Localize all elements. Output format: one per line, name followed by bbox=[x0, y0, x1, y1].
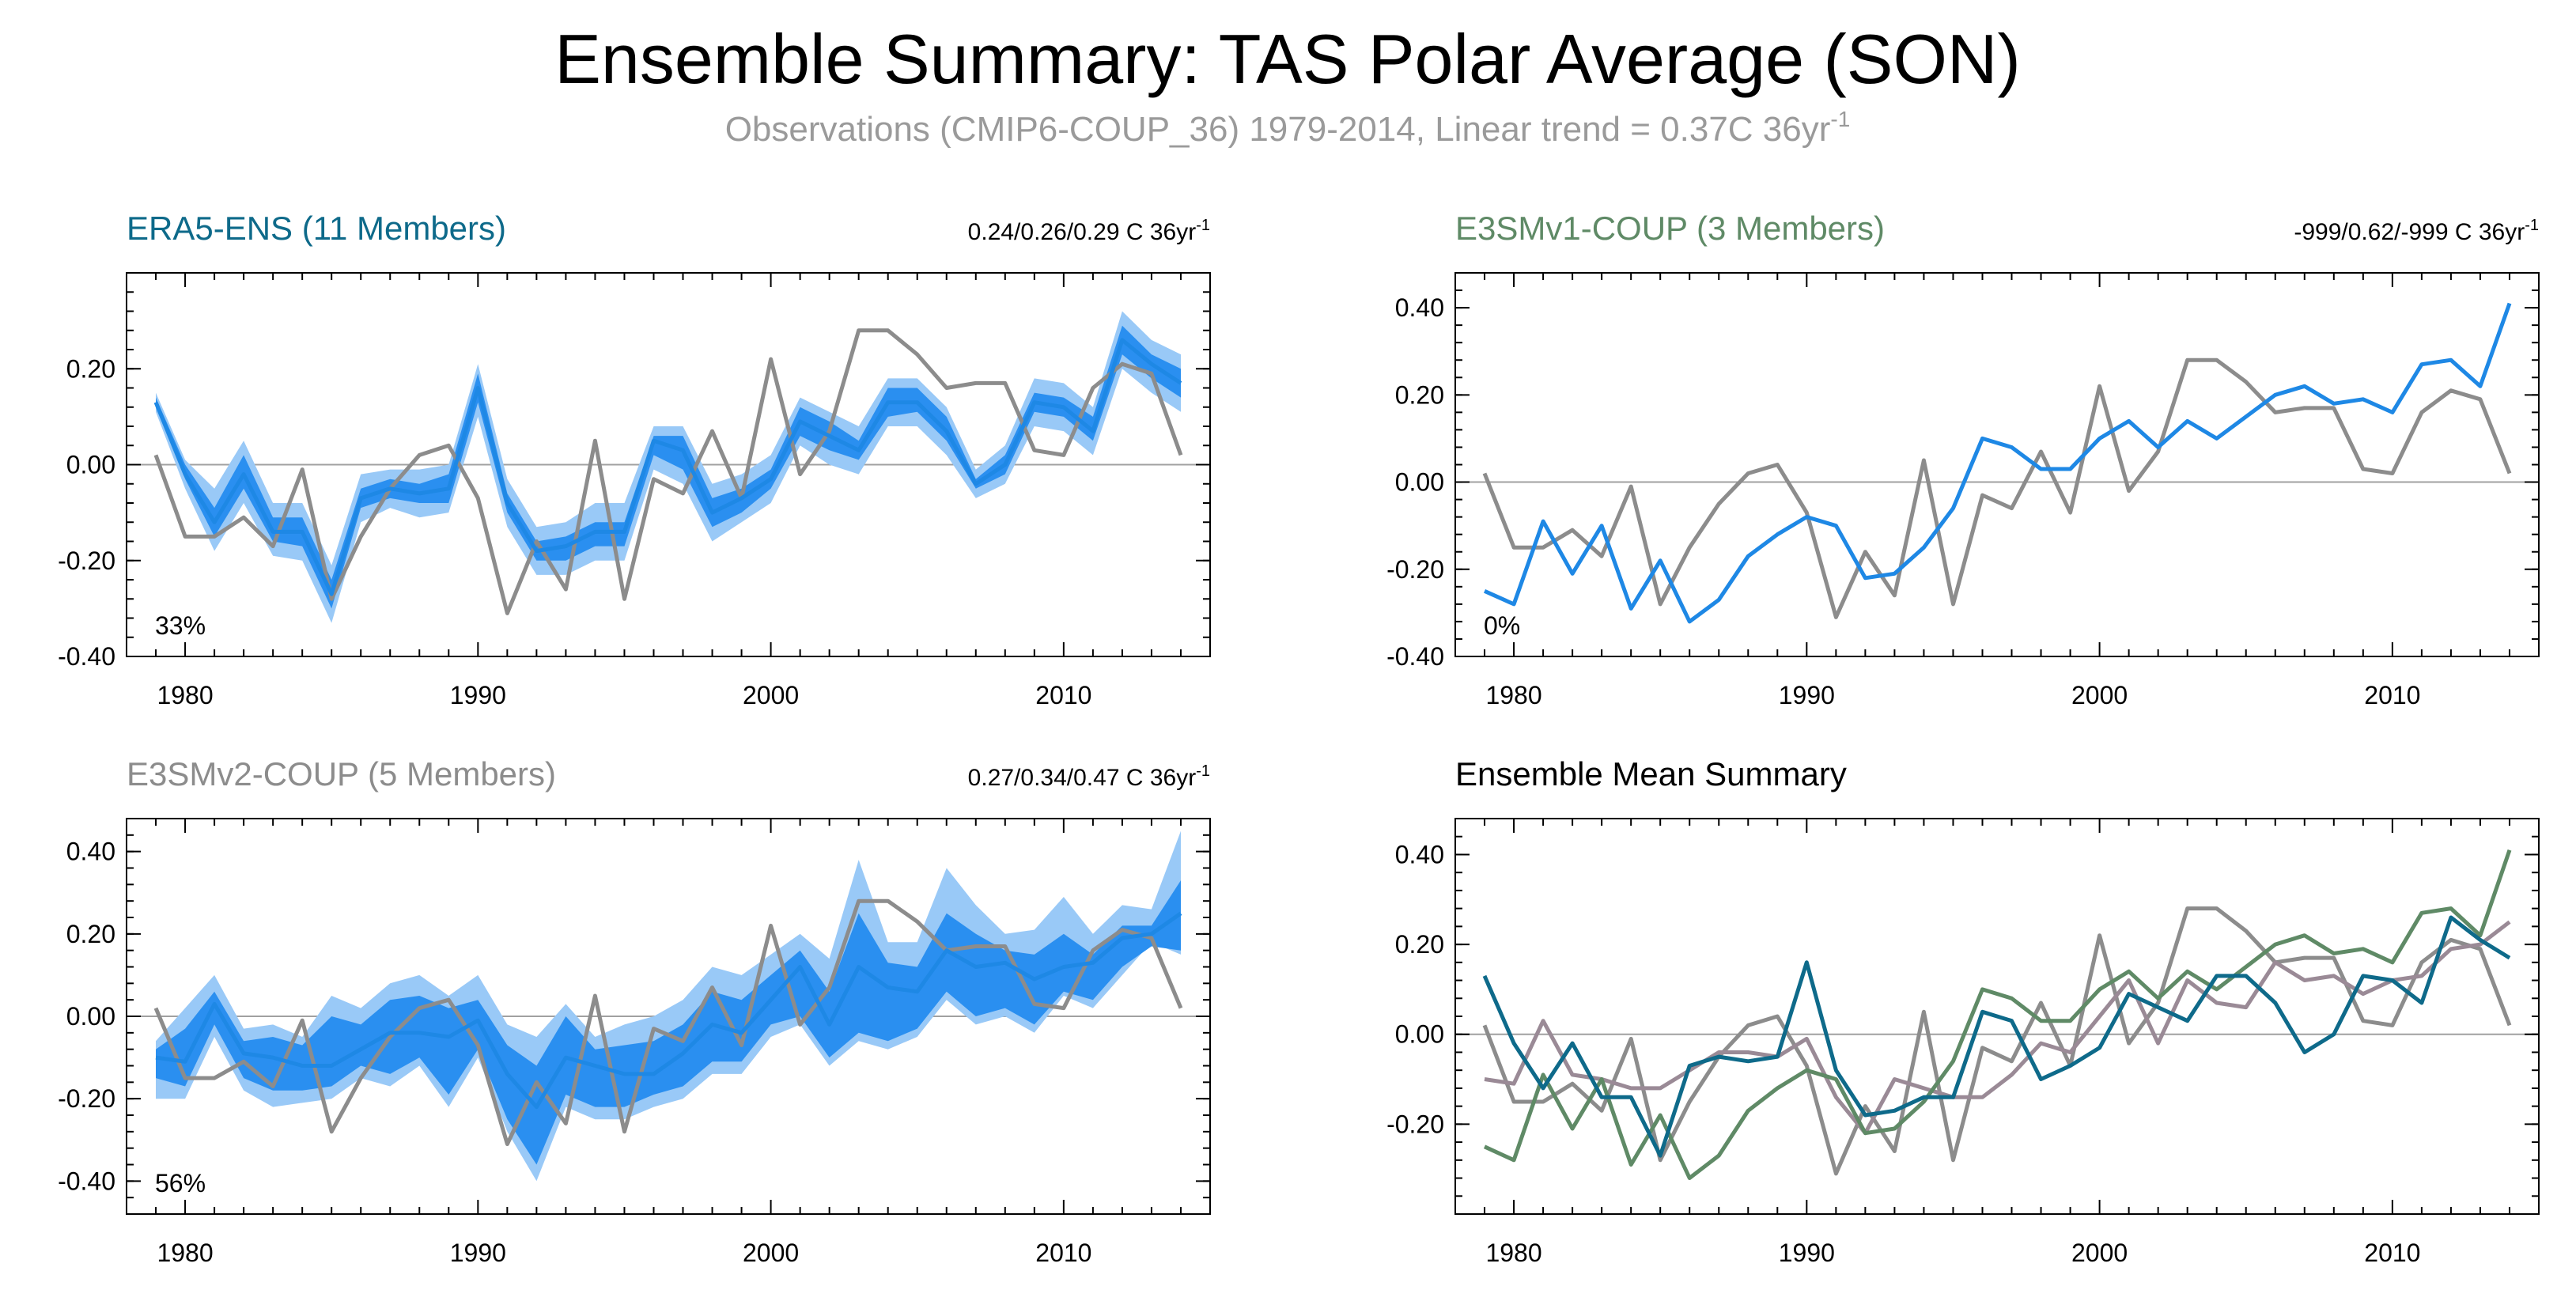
panel-title-summary: Ensemble Mean Summary bbox=[1455, 755, 1847, 792]
series-line-obs bbox=[1482, 906, 2512, 1176]
x-tick-label: 1980 bbox=[1485, 1239, 1541, 1267]
x-tick-label: 2010 bbox=[1035, 681, 1091, 709]
trend-text-e3smv2: 0.27/0.34/0.47 C 36yr-1 bbox=[968, 762, 1210, 791]
y-tick-label: -0.20 bbox=[1386, 1110, 1444, 1138]
y-tick-label: -0.20 bbox=[58, 1084, 115, 1113]
y-tick-label: 0.40 bbox=[1395, 293, 1444, 322]
figure-subtitle-sup: -1 bbox=[1830, 107, 1850, 131]
y-tick-label: 0.20 bbox=[66, 354, 115, 383]
spread-band-outer bbox=[156, 311, 1181, 623]
spread-band-inner bbox=[156, 325, 1181, 609]
y-tick-label: -0.40 bbox=[58, 642, 115, 671]
y-tick-label: 0.20 bbox=[1395, 930, 1444, 959]
y-tick-label: 0.40 bbox=[1395, 840, 1444, 868]
x-tick-label: 1980 bbox=[1485, 681, 1541, 709]
percent-annotation: 33% bbox=[155, 611, 206, 640]
ensemble-mean-line bbox=[1483, 302, 2512, 624]
figure-subtitle: Observations (CMIP6-COUP_36) 1979-2014, … bbox=[725, 107, 1851, 149]
x-tick-label: 2000 bbox=[2071, 1239, 2128, 1267]
trend-value: 0.24/0.26/0.29 C 36yr bbox=[968, 219, 1197, 245]
observations-line bbox=[1482, 357, 2512, 619]
y-tick-label: -0.40 bbox=[1386, 642, 1444, 671]
y-tick-label: -0.20 bbox=[1386, 555, 1444, 584]
ensemble-mean-line bbox=[153, 338, 1182, 596]
series-line-e3smv2_mean bbox=[1484, 920, 2511, 1136]
plot-frame bbox=[1454, 272, 2540, 657]
x-tick-label: 2000 bbox=[743, 681, 799, 709]
y-tick-label: 0.20 bbox=[1395, 380, 1444, 409]
y-tick-label: 0.40 bbox=[66, 838, 115, 866]
y-tick-label: 0.20 bbox=[66, 920, 115, 948]
panel-e3smv2: E3SMv2-COUP (5 Members) 0.27/0.34/0.47 C … bbox=[58, 755, 1211, 1267]
ensemble-mean-line bbox=[155, 911, 1182, 1110]
series-line-e3smv1 bbox=[1483, 849, 2512, 1180]
y-tick-label: 0.00 bbox=[66, 1002, 115, 1031]
trend-text-era5: 0.24/0.26/0.29 C 36yr-1 bbox=[968, 217, 1210, 245]
x-tick-label: 1980 bbox=[157, 1239, 213, 1267]
trend-value: -999/0.62/-999 C 36yr bbox=[2294, 219, 2525, 245]
panel-title-e3smv1: E3SMv1-COUP (3 Members) bbox=[1455, 210, 1885, 247]
panel-era5: ERA5-ENS (11 Members) 0.24/0.26/0.29 C 36… bbox=[58, 210, 1211, 709]
y-tick-label: 0.00 bbox=[1395, 1020, 1444, 1049]
observations-line bbox=[153, 328, 1183, 615]
y-tick-label: 0.00 bbox=[1395, 468, 1444, 497]
x-tick-label: 2010 bbox=[1035, 1239, 1091, 1267]
trend-sup: -1 bbox=[1196, 762, 1210, 780]
trend-text-e3smv1: -999/0.62/-999 C 36yr-1 bbox=[2294, 217, 2539, 245]
x-tick-label: 1990 bbox=[1779, 1239, 1835, 1267]
panels-group: ERA5-ENS (11 Members) 0.24/0.26/0.29 C 36… bbox=[58, 210, 2540, 1267]
y-tick-label: 0.00 bbox=[66, 451, 115, 479]
trend-value: 0.27/0.34/0.47 C 36yr bbox=[968, 765, 1197, 791]
x-tick-label: 2000 bbox=[2071, 681, 2128, 709]
panel-e3smv1: E3SMv1-COUP (3 Members) -999/0.62/-999 C … bbox=[1386, 210, 2540, 709]
x-tick-label: 1990 bbox=[1779, 681, 1835, 709]
percent-annotation: 56% bbox=[155, 1169, 206, 1197]
x-tick-label: 1990 bbox=[450, 681, 506, 709]
figure-title: Ensemble Summary: TAS Polar Average (SON… bbox=[554, 20, 2021, 98]
series-line-era5 bbox=[1482, 915, 2511, 1158]
trend-sup: -1 bbox=[2525, 217, 2539, 234]
percent-annotation: 0% bbox=[1484, 611, 1520, 640]
panel-title-era5: ERA5-ENS (11 Members) bbox=[127, 210, 506, 247]
y-tick-label: -0.20 bbox=[58, 547, 115, 575]
trend-sup: -1 bbox=[1196, 217, 1210, 234]
x-tick-label: 1980 bbox=[157, 681, 213, 709]
x-tick-label: 2010 bbox=[2364, 1239, 2420, 1267]
y-tick-label: -0.40 bbox=[58, 1167, 115, 1195]
x-tick-label: 2000 bbox=[743, 1239, 799, 1267]
x-tick-label: 1990 bbox=[450, 1239, 506, 1267]
panel-summary: Ensemble Mean Summary 1980 1990 2000 2010 -0.… bbox=[1386, 755, 2540, 1267]
observations-line bbox=[153, 898, 1183, 1146]
x-tick-label: 2010 bbox=[2364, 681, 2420, 709]
figure-subtitle-text: Observations (CMIP6-COUP_36) 1979-2014, … bbox=[725, 110, 1831, 149]
panel-title-e3smv2: E3SMv2-COUP (5 Members) bbox=[127, 755, 556, 792]
